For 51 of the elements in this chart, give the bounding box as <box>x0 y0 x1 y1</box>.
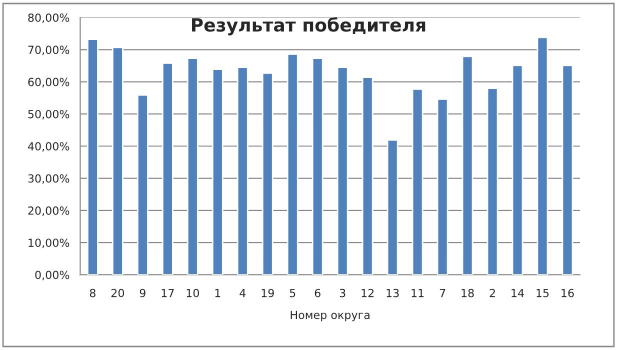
bar <box>412 88 424 275</box>
bar <box>436 98 448 275</box>
y-tick-label: 80,00% <box>28 13 70 24</box>
bar <box>562 64 574 275</box>
bar <box>362 76 374 275</box>
bar <box>312 58 324 275</box>
x-tick-label: 16 <box>562 288 574 298</box>
x-tick-label: 9 <box>140 288 146 298</box>
x-tick-label: 14 <box>512 288 524 298</box>
bar <box>536 36 548 275</box>
x-tick-label: 8 <box>90 288 96 298</box>
bar <box>462 56 474 275</box>
bar <box>386 139 398 275</box>
bar <box>262 72 274 275</box>
y-tick-label: 30,00% <box>28 174 70 184</box>
x-tick-label: 17 <box>162 288 174 298</box>
chart-title: Результат победителя <box>192 17 426 36</box>
x-tick-label: 15 <box>536 288 549 298</box>
bar <box>162 62 174 275</box>
x-tick-label: 11 <box>412 288 424 298</box>
x-tick-label: 12 <box>362 288 374 298</box>
x-tick-label: 2 <box>490 288 495 298</box>
bar <box>336 66 348 275</box>
bar <box>212 68 224 275</box>
bar <box>186 58 198 275</box>
x-tick-label: 4 <box>240 288 246 298</box>
y-tick-label: 0,00% <box>35 270 70 280</box>
x-tick-label: 3 <box>340 288 346 298</box>
y-tick-label: 70,00% <box>28 46 70 56</box>
x-tick-label: 6 <box>314 288 320 298</box>
x-tick-label: 13 <box>386 288 399 298</box>
y-tick-label: 40,00% <box>28 142 70 152</box>
bar <box>136 94 148 275</box>
y-tick-label: 20,00% <box>28 206 70 216</box>
x-tick-label: 18 <box>462 288 474 298</box>
x-axis-title: Номер округа <box>290 310 370 322</box>
y-tick-label: 10,00% <box>28 238 70 248</box>
bar <box>512 64 524 275</box>
bar <box>87 38 98 275</box>
x-tick-label: 1 <box>215 288 220 298</box>
x-tick-label: 10 <box>186 288 199 298</box>
y-tick-label: 60,00% <box>28 78 70 88</box>
x-tick-label: 7 <box>440 288 446 298</box>
bar <box>486 88 498 275</box>
bar <box>112 46 124 275</box>
x-tick-label: 5 <box>290 288 296 298</box>
bar <box>286 53 298 275</box>
x-tick-label: 19 <box>262 288 274 298</box>
x-tick-label: 20 <box>111 288 124 298</box>
bar <box>236 66 248 275</box>
y-tick-label: 50,00% <box>28 110 70 120</box>
